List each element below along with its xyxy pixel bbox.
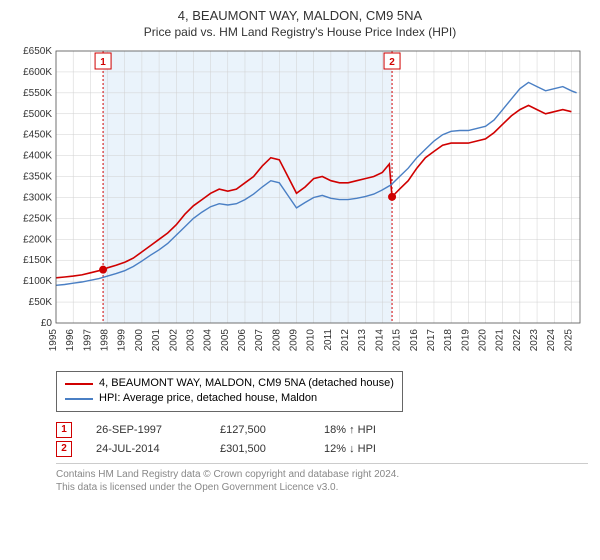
svg-text:£500K: £500K [23, 109, 52, 120]
legend-swatch-hpi [65, 398, 93, 400]
svg-text:1995: 1995 [48, 329, 59, 352]
legend-row-hpi: HPI: Average price, detached house, Mald… [65, 391, 394, 406]
sale-date: 24-JUL-2014 [96, 443, 196, 455]
svg-text:2020: 2020 [478, 329, 489, 352]
legend: 4, BEAUMONT WAY, MALDON, CM9 5NA (detach… [56, 371, 403, 412]
sales-row: 1 26-SEP-1997 £127,500 18% ↑ HPI [56, 422, 588, 438]
svg-text:2016: 2016 [409, 329, 420, 352]
svg-text:2: 2 [389, 57, 395, 68]
svg-text:1997: 1997 [82, 329, 93, 352]
svg-text:2002: 2002 [168, 329, 179, 352]
svg-text:£550K: £550K [23, 88, 52, 99]
svg-text:2011: 2011 [323, 329, 334, 351]
svg-text:2025: 2025 [563, 329, 574, 352]
svg-text:2007: 2007 [254, 329, 265, 352]
svg-text:2006: 2006 [237, 329, 248, 352]
chart-title: 4, BEAUMONT WAY, MALDON, CM9 5NA [12, 8, 588, 23]
line-chart-svg: £0 £50K £100K £150K £200K £250K £300K £350K £400… [12, 45, 588, 365]
svg-text:1: 1 [100, 57, 106, 68]
legend-label-property: 4, BEAUMONT WAY, MALDON, CM9 5NA (detach… [99, 376, 394, 391]
sale-price: £301,500 [220, 443, 300, 455]
sale-date: 26-SEP-1997 [96, 424, 196, 436]
footer-line: This data is licensed under the Open Gov… [56, 481, 588, 494]
svg-text:2019: 2019 [460, 329, 471, 352]
svg-text:£600K: £600K [23, 67, 52, 78]
svg-text:2017: 2017 [426, 329, 437, 352]
sale-price: £127,500 [220, 424, 300, 436]
legend-swatch-property [65, 383, 93, 385]
footer-line: Contains HM Land Registry data © Crown c… [56, 468, 588, 481]
sales-row: 2 24-JUL-2014 £301,500 12% ↓ HPI [56, 441, 588, 457]
svg-text:2014: 2014 [374, 329, 385, 352]
svg-text:2022: 2022 [512, 329, 523, 352]
chart-plot: £0 £50K £100K £150K £200K £250K £300K £350K £400… [12, 45, 588, 365]
footer-attribution: Contains HM Land Registry data © Crown c… [56, 463, 588, 494]
svg-text:1999: 1999 [117, 329, 128, 352]
svg-text:2018: 2018 [443, 329, 454, 352]
svg-text:£100K: £100K [23, 276, 52, 287]
svg-text:£250K: £250K [23, 213, 52, 224]
sales-table: 1 26-SEP-1997 £127,500 18% ↑ HPI 2 24-JU… [56, 422, 588, 457]
svg-text:1998: 1998 [100, 329, 111, 352]
sale-hpi: 18% ↑ HPI [324, 424, 424, 436]
svg-text:2003: 2003 [185, 329, 196, 352]
svg-text:£200K: £200K [23, 234, 52, 245]
svg-text:2015: 2015 [392, 329, 403, 352]
svg-text:£150K: £150K [23, 255, 52, 266]
svg-text:2000: 2000 [134, 329, 145, 352]
svg-text:£450K: £450K [23, 130, 52, 141]
svg-text:1996: 1996 [65, 329, 76, 352]
svg-text:2012: 2012 [340, 329, 351, 352]
svg-text:2010: 2010 [306, 329, 317, 352]
sale-marker-2: 2 [56, 441, 72, 457]
svg-text:2024: 2024 [546, 329, 557, 352]
svg-text:2008: 2008 [271, 329, 282, 352]
chart-subtitle: Price paid vs. HM Land Registry's House … [12, 25, 588, 39]
svg-text:£650K: £650K [23, 46, 52, 57]
svg-text:2013: 2013 [357, 329, 368, 352]
sale-marker-1: 1 [56, 422, 72, 438]
svg-text:2009: 2009 [289, 329, 300, 352]
svg-text:£50K: £50K [29, 297, 53, 308]
svg-text:2004: 2004 [203, 329, 214, 352]
svg-text:£0: £0 [41, 318, 53, 329]
legend-label-hpi: HPI: Average price, detached house, Mald… [99, 391, 317, 406]
svg-text:£350K: £350K [23, 172, 52, 183]
svg-text:£400K: £400K [23, 151, 52, 162]
svg-text:2005: 2005 [220, 329, 231, 352]
sale-hpi: 12% ↓ HPI [324, 443, 424, 455]
legend-row-property: 4, BEAUMONT WAY, MALDON, CM9 5NA (detach… [65, 376, 394, 391]
chart-container: 4, BEAUMONT WAY, MALDON, CM9 5NA Price p… [0, 0, 600, 502]
svg-text:£300K: £300K [23, 192, 52, 203]
svg-text:2021: 2021 [495, 329, 506, 352]
svg-text:2023: 2023 [529, 329, 540, 352]
svg-text:2001: 2001 [151, 329, 162, 352]
